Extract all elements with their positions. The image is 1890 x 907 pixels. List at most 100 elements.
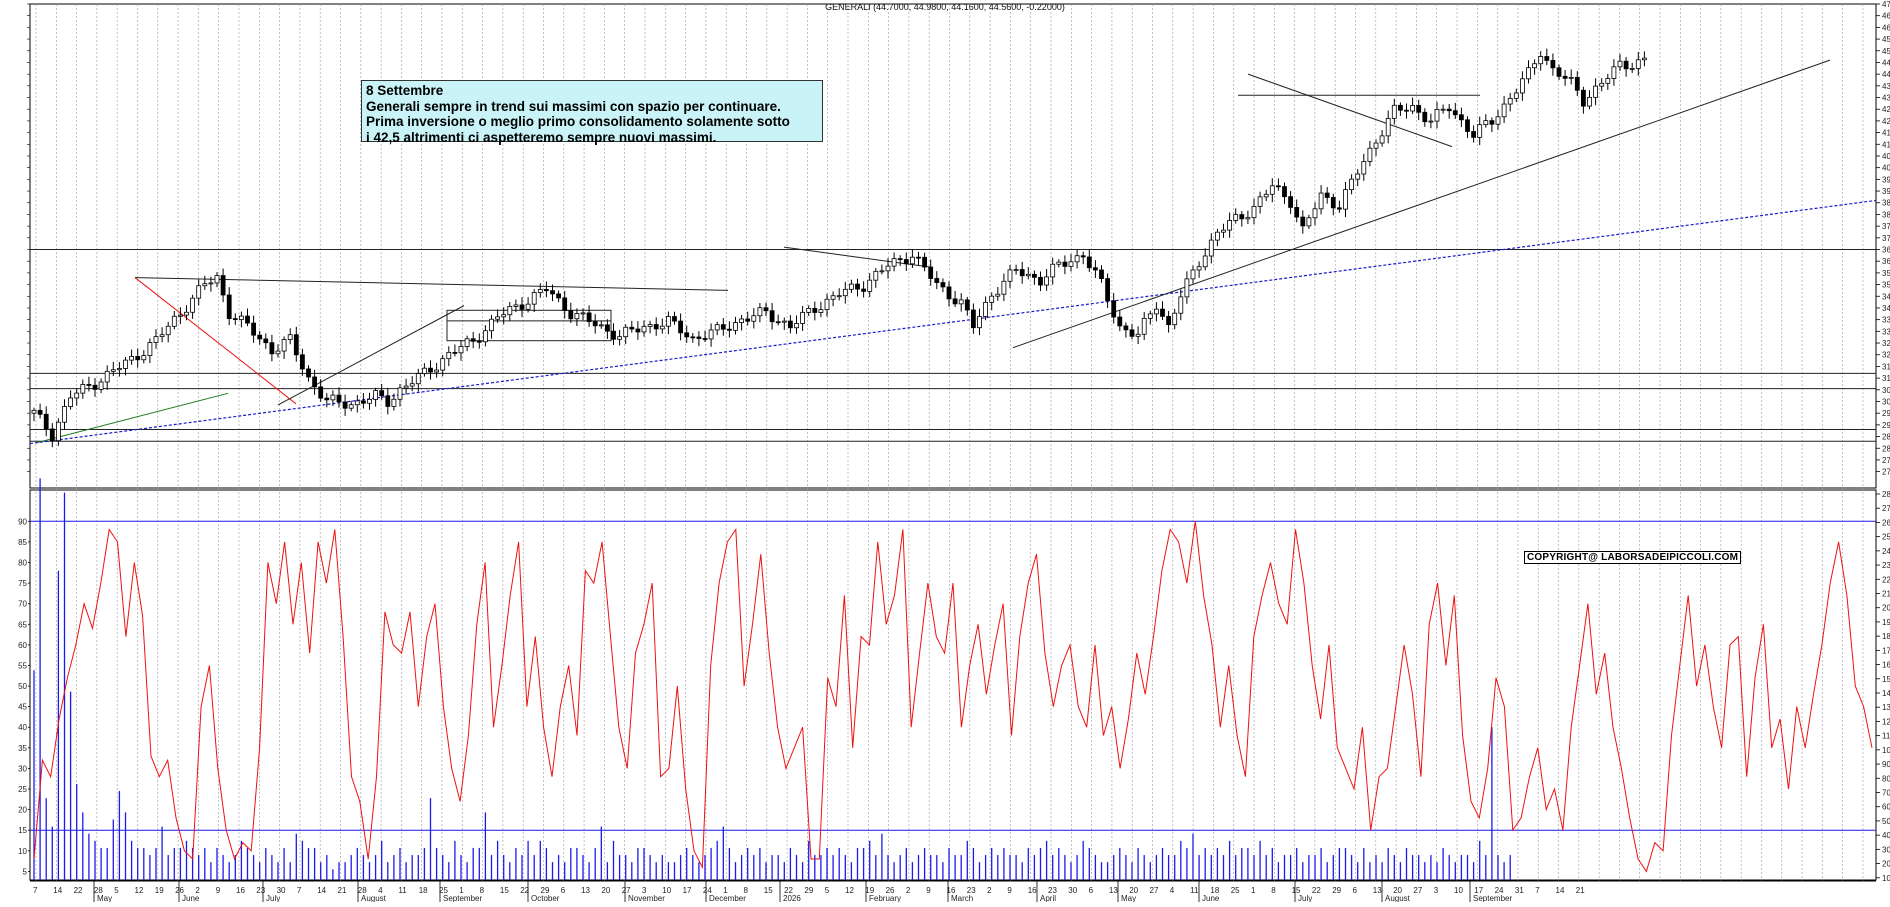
candle-body [800,311,805,324]
candle-body [428,367,433,373]
candle-body [1263,193,1269,198]
candle-body [1587,96,1592,107]
x-day-label: 29 [804,886,813,895]
volume-tick-label: 5000 [1882,817,1890,826]
candle-body [1123,325,1129,331]
price-tick-label: 34.5 [1882,292,1890,301]
candle-body [1269,185,1275,195]
candle-body [574,313,580,320]
candle-body [1581,89,1586,107]
candle-body [1135,333,1141,337]
x-day-label: 30 [277,886,286,895]
candle-body [1513,92,1519,99]
candle-body [605,324,610,332]
price-tick-label: 27.5 [1882,456,1890,465]
candle-body [928,266,934,279]
candle-body [806,308,812,313]
oscillator-tick-label: 75 [18,579,27,588]
candle-body [470,338,476,342]
candles [31,48,1647,448]
green-trendline [37,392,229,443]
candle-body [263,338,269,344]
candle-body [751,315,757,322]
candle-body [1050,263,1056,278]
candle-body [696,336,702,339]
candle-body [934,278,940,283]
grid-lines [35,4,1864,881]
x-day-label: 7 [1535,886,1540,895]
candle-body [1507,97,1513,105]
candle-body [226,294,232,319]
candle-body [1361,161,1367,175]
candle-body [1001,280,1007,295]
candle-body [1495,116,1501,125]
candle-body [1489,120,1495,125]
candle-body [1574,76,1580,91]
candle-body [659,325,665,330]
x-day-label: 30 [1068,886,1077,895]
x-day-label: 17 [1474,886,1483,895]
candle-body [836,295,842,298]
oscillator-tick-label: 40 [18,723,27,732]
x-day-label: 11 [398,886,407,895]
candle-body [123,359,128,369]
price-tick-label: 44.5 [1882,58,1890,67]
x-day-label: 27 [1150,886,1159,895]
volume-tick-label: 15000 [1882,675,1890,684]
candle-body [818,309,824,313]
candle-body [421,367,427,374]
candle-body [159,334,165,338]
candle-body [1111,300,1117,318]
oscillator-line [33,521,1873,873]
x-day-label: 10 [1454,886,1463,895]
candle-body [43,413,49,430]
x-day-label: 19 [865,886,874,895]
candle-body [1538,56,1544,65]
x-month-label: June [1202,894,1220,902]
x-day-label: 24 [1495,886,1504,895]
candle-body [391,398,397,407]
candle-body [598,324,604,327]
candle-body [348,404,354,409]
volume-tick-label: 25000 [1882,533,1890,542]
candle-body [1196,266,1202,271]
candle-body [476,340,482,343]
candle-body [550,290,555,295]
candle-body [544,289,549,292]
candle-body [983,301,988,317]
candle-body [525,303,531,310]
volume-tick-label: 13000 [1882,703,1890,712]
candle-body [708,329,714,340]
candle-body [757,307,763,317]
candle-body [1562,75,1568,79]
x-day-label: 28 [358,886,367,895]
candle-body [171,315,177,327]
candle-body [49,428,55,442]
candle-body [617,336,622,340]
candle-body [1324,192,1330,198]
price-tick-label: 30.5 [1882,386,1890,395]
candle-body [299,354,305,370]
candle-body [720,324,726,330]
x-day-label: 18 [419,886,428,895]
candle-body [849,283,854,290]
candle-body [440,358,446,371]
candle-body [1617,60,1623,68]
x-day-label: 9 [1007,886,1012,895]
volume-tick-label: 7000 [1882,789,1890,798]
candle-body [324,397,330,401]
candle-body [1416,105,1422,113]
x-day-label: 8 [744,886,749,895]
candle-body [629,326,635,330]
candle-body [446,351,452,360]
volume-tick-label: 21000 [1882,590,1890,599]
x-day-label: 25 [439,886,448,895]
x-month-label: 2026 [783,894,801,902]
candle-body [1465,119,1470,132]
candle-body [1074,255,1080,263]
x-day-label: 31 [1515,886,1524,895]
oscillator-tick-label: 35 [18,744,27,753]
x-month-label: February [869,894,901,902]
candle-body [238,315,244,320]
candle-body [1544,56,1550,61]
